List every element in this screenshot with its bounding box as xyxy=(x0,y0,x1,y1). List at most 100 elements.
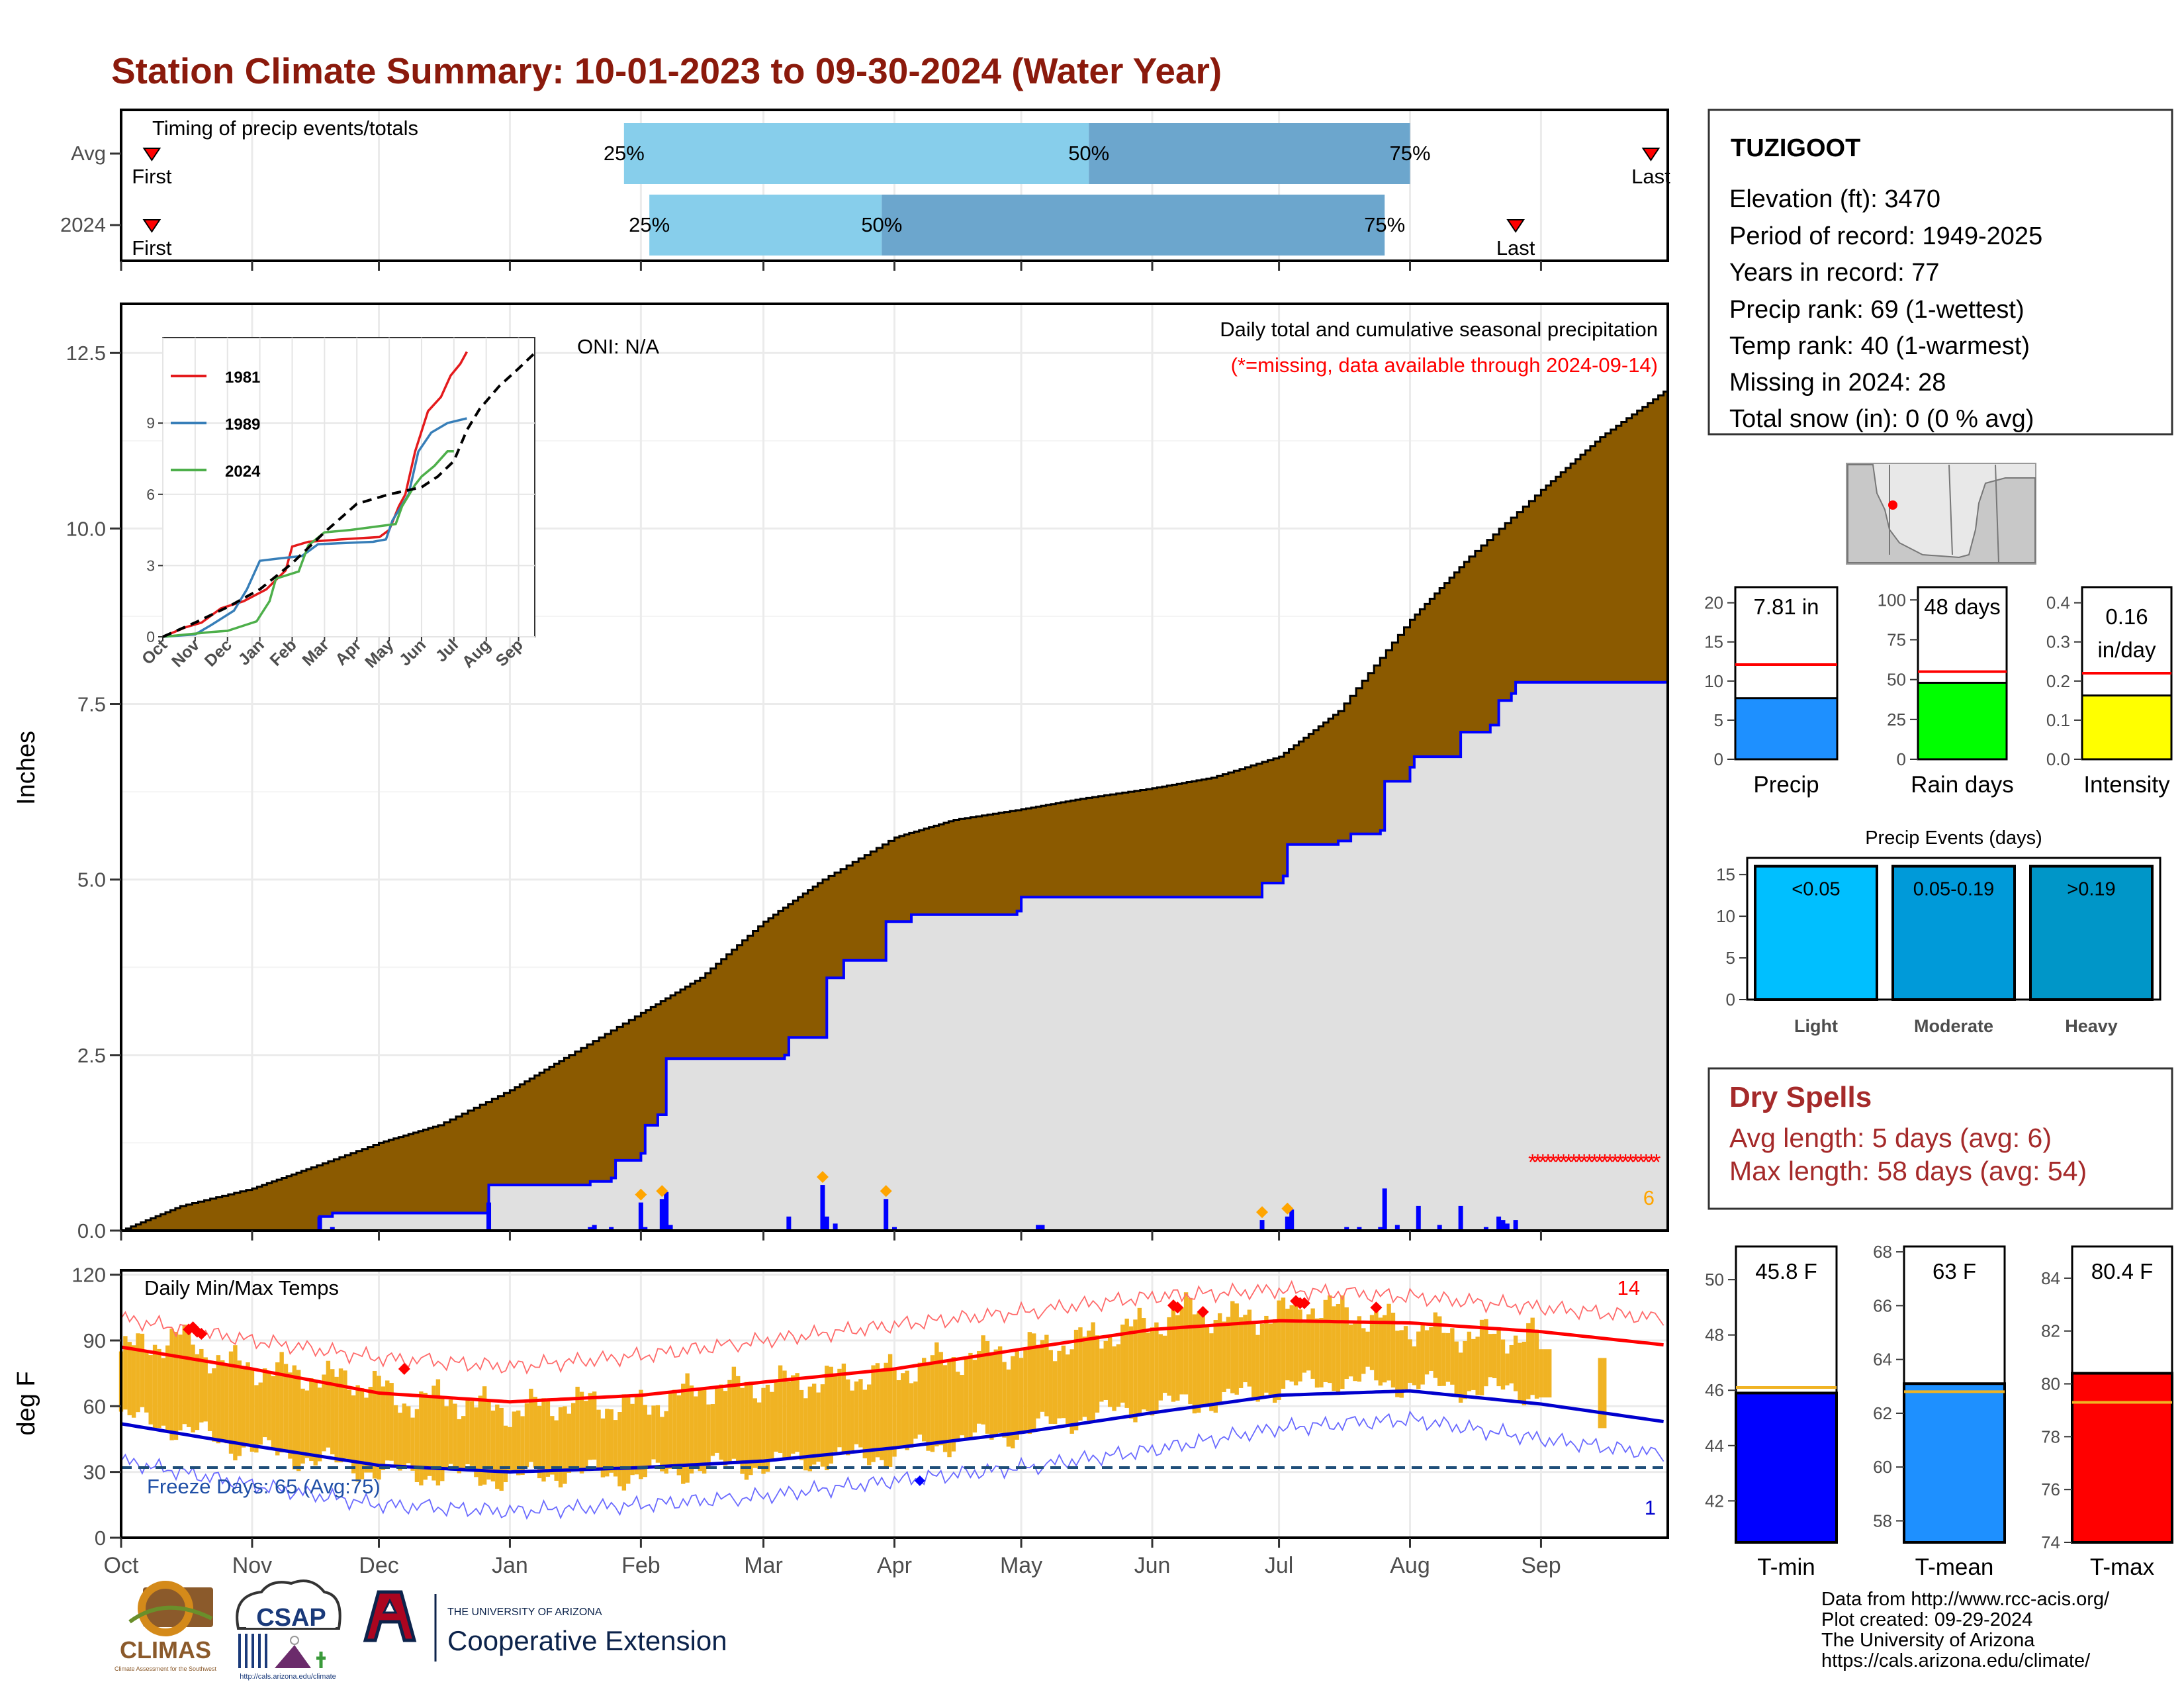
daily-temp-range-bar xyxy=(1192,1314,1197,1414)
precip-event-tick-label: 0 xyxy=(1726,990,1735,1009)
daily-temp-range-bar xyxy=(913,1381,918,1439)
timing-q75-label: 75% xyxy=(1389,142,1430,165)
timing-q50-label: 50% xyxy=(1068,142,1109,165)
daily-temp-range-bar xyxy=(457,1419,462,1474)
inset-y-tick-label: 0 xyxy=(146,628,155,645)
daily-temp-range-bar xyxy=(1543,1349,1548,1398)
daily-temp-range-bar xyxy=(1023,1350,1028,1431)
daily-temp-range-bar xyxy=(837,1368,842,1448)
month-tick-label: Sep xyxy=(1521,1553,1561,1578)
daily-temp-range-bar xyxy=(1052,1361,1058,1425)
daily-temp-range-bar xyxy=(304,1390,310,1458)
daily-temp-range-bar xyxy=(926,1364,931,1451)
precip-event-bar-moderate xyxy=(1891,865,2016,1002)
temp-bar-tick-label: 66 xyxy=(1873,1295,1892,1315)
daily-temp-range-bar xyxy=(909,1383,914,1448)
precip-y-tick-label: 7.5 xyxy=(77,693,106,716)
station-temp-rank: Temp rank: 40 (1-warmest) xyxy=(1729,332,2030,360)
daily-temp-range-bar xyxy=(770,1391,774,1461)
daily-temp-range-bar xyxy=(887,1354,893,1467)
daily-temp-range-bar xyxy=(334,1376,339,1463)
daily-temp-range-bar xyxy=(651,1405,656,1460)
timing-panel: 25% 50% 75% First Last 25% 50% 75% First Last Tim… xyxy=(60,109,1670,262)
daily-temp-range-bar xyxy=(123,1336,128,1410)
daily-temp-range-bar xyxy=(246,1362,250,1446)
daily-temp-range-bar xyxy=(1146,1333,1150,1411)
daily-temp-range-bar xyxy=(1357,1316,1362,1382)
missing-data-marker: * xyxy=(1621,1150,1629,1175)
daily-temp-range-bar xyxy=(816,1392,821,1462)
daily-temp-range-bar xyxy=(795,1373,799,1452)
daily-temp-range-bar xyxy=(474,1407,478,1477)
month-tick-label: May xyxy=(1000,1553,1042,1578)
daily-temp-range-bar xyxy=(731,1366,737,1459)
summary-bar-intensity xyxy=(2081,694,2173,761)
temp-bar-tick-label: 58 xyxy=(1873,1511,1892,1530)
daily-temp-range-bar xyxy=(1032,1333,1036,1430)
missing-data-marker: * xyxy=(1652,1150,1661,1175)
daily-temp-range-bar xyxy=(884,1362,888,1468)
daily-temp-range-bar xyxy=(140,1333,145,1407)
daily-precip-bar xyxy=(1259,1220,1265,1231)
precip-event-label: Heavy xyxy=(2065,1016,2118,1036)
daily-temp-range-bar xyxy=(1429,1327,1433,1371)
daily-temp-range-bar xyxy=(1285,1309,1290,1381)
daily-temp-range-bar xyxy=(461,1416,466,1471)
daily-temp-range-bar xyxy=(1183,1292,1189,1395)
daily-temp-range-bar xyxy=(727,1380,732,1464)
daily-temp-range-bar xyxy=(398,1413,402,1471)
daily-temp-range-bar xyxy=(131,1345,136,1418)
daily-temp-range-bar xyxy=(486,1399,491,1480)
daily-temp-range-bar xyxy=(1310,1308,1315,1379)
daily-temp-range-bar xyxy=(271,1376,276,1450)
daily-temp-range-bar xyxy=(647,1415,652,1467)
daily-temp-range-bar xyxy=(782,1370,787,1460)
daily-temp-range-bar xyxy=(173,1331,179,1440)
summary-bar-value: 7.81 in xyxy=(1753,594,1819,619)
daily-temp-range-bar xyxy=(1251,1324,1256,1397)
daily-temp-range-bar xyxy=(1395,1331,1400,1397)
temp-bar-tick-label: 82 xyxy=(2041,1321,2060,1341)
daily-temp-range-bar xyxy=(1298,1309,1302,1382)
daily-temp-range-bar xyxy=(199,1348,204,1423)
summary-bar-value: 0.16 xyxy=(2105,604,2148,629)
daily-temp-range-bar xyxy=(668,1391,673,1469)
daily-temp-range-bar xyxy=(343,1370,347,1459)
daily-temp-range-bar xyxy=(1467,1331,1472,1391)
daily-temp-range-bar xyxy=(956,1372,960,1440)
precip-event-bar-light xyxy=(1754,865,1878,1002)
daily-temp-range-bar xyxy=(1179,1307,1184,1395)
daily-temp-range-bar xyxy=(621,1394,627,1491)
daily-temp-range-bar xyxy=(1281,1297,1286,1389)
daily-temp-range-bar xyxy=(1463,1340,1467,1399)
daily-temp-range-bar xyxy=(630,1403,635,1476)
daily-temp-range-bar xyxy=(432,1385,436,1481)
daily-temp-range-bar xyxy=(359,1388,365,1479)
station-period: Period of record: 1949-2025 xyxy=(1729,222,2042,250)
missing-data-marker: * xyxy=(1559,1150,1568,1175)
month-tick-label: Apr xyxy=(877,1553,912,1578)
summary-bar-label: Intensity xyxy=(2083,772,2170,798)
daily-temp-range-bar xyxy=(791,1375,796,1454)
inset-legend-label: 1981 xyxy=(225,369,260,387)
missing-data-marker: * xyxy=(1585,1150,1594,1175)
daily-temp-range-bar xyxy=(207,1373,212,1431)
daily-precip-bar xyxy=(609,1227,614,1231)
daily-temp-range-bar xyxy=(1390,1313,1396,1388)
daily-temp-range-bar xyxy=(1247,1309,1252,1387)
daily-temp-range-bar xyxy=(1061,1345,1066,1419)
daily-temp-range-bar xyxy=(512,1411,517,1471)
daily-temp-range-bar xyxy=(148,1355,153,1425)
month-tick-label: Nov xyxy=(232,1553,272,1578)
station-precip-rank: Precip rank: 69 (1-wettest) xyxy=(1729,296,2025,324)
daily-temp-range-bar xyxy=(1015,1350,1019,1440)
timing-marker xyxy=(1641,148,1661,162)
inset-y-tick-label: 6 xyxy=(146,486,155,503)
temp-bar-tick-label: 44 xyxy=(1705,1436,1724,1456)
summary-bar-label: Rain days xyxy=(1911,772,2014,798)
inset-y-tick-label: 9 xyxy=(146,414,155,432)
daily-temp-range-bar xyxy=(1087,1331,1091,1421)
